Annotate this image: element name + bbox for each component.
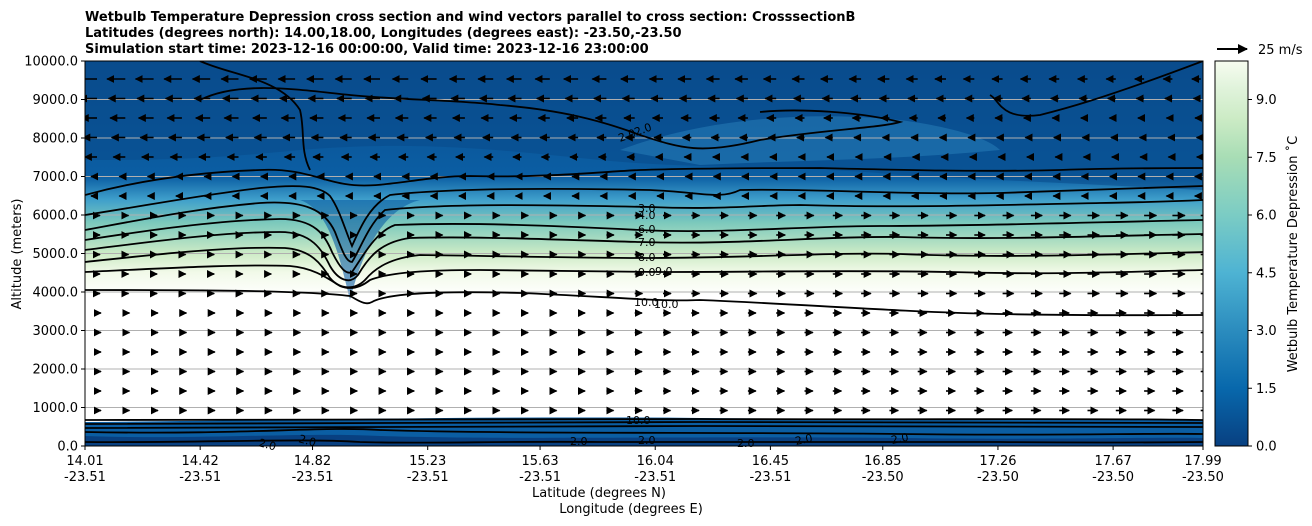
colorbar-tick-label: 9.0 — [1256, 93, 1277, 108]
y-tick-label: 2000.0 — [33, 363, 79, 378]
x-tick-label-lon: -23.51 — [519, 470, 561, 485]
y-axis: 0.0 1000.0 2000.0 3000.0 4000.0 5000.0 6000.0 7… — [24, 55, 85, 455]
contour-10 — [85, 289, 1203, 317]
colorbar: 0.0 1.5 3.0 4.5 6.0 7.5 9.0 Wetbulb Temperatur… — [1214, 60, 1301, 455]
x-tick-label-lon: -23.51 — [292, 470, 334, 485]
wind-vectors — [85, 75, 1203, 415]
contour-label: 6.0 — [638, 223, 656, 236]
quiver-key-label: 25 m/s — [1258, 43, 1303, 58]
contour-label: 2.0 — [257, 436, 277, 453]
contour-label: 2.0 — [737, 437, 755, 450]
y-tick-label: 3000.0 — [33, 324, 79, 339]
x-tick-label-lat: 17.26 — [979, 454, 1016, 469]
contour-surface-3 — [85, 424, 1203, 429]
x-tick-label-lat: 17.99 — [1184, 454, 1221, 469]
contour-label: 2.0 — [890, 431, 910, 447]
y-axis-label: Altitude (meters) — [10, 199, 25, 310]
x-tick-label-lat: 17.67 — [1095, 454, 1132, 469]
x-tick-label-lat: 16.85 — [864, 454, 901, 469]
dip-fill — [300, 200, 420, 300]
contour-surface-5 — [85, 439, 1203, 444]
chart-title-line-2: Latitudes (degrees north): 14.00,18.00, … — [85, 26, 682, 41]
x-tick-label-lon: -23.51 — [179, 470, 221, 485]
x-tick-label-lat: 14.82 — [294, 454, 331, 469]
x-tick-label-lat: 15.63 — [521, 454, 558, 469]
plot-area — [85, 61, 1203, 446]
y-tick-label: 5000.0 — [33, 247, 79, 262]
x-tick-label-lon: -23.50 — [1092, 470, 1134, 485]
x-tick-label-lon: -23.51 — [407, 470, 449, 485]
colorbar-tick-label: 0.0 — [1256, 440, 1277, 455]
contour-label: 8.0 — [638, 251, 656, 264]
dry-layer-fill — [85, 61, 1203, 190]
y-tick-label: 9000.0 — [33, 93, 79, 108]
contour-label: 2.0 — [633, 121, 654, 139]
colorbar-tick-label: 4.5 — [1256, 266, 1277, 281]
x-tick-label-lon: -23.50 — [977, 470, 1019, 485]
quiver-key: 25 m/s — [1217, 43, 1303, 58]
colorbar-ticks: 0.0 1.5 3.0 4.5 6.0 7.5 9.0 — [1248, 93, 1277, 455]
surface-fill-dark — [85, 434, 1203, 446]
contour-surface-2 — [85, 420, 1203, 425]
contour-label: 2.0 — [638, 434, 656, 447]
contour-4 — [85, 199, 1203, 263]
y-tick-label: 10000.0 — [24, 55, 78, 70]
x-tick-label-lon: -23.50 — [862, 470, 904, 485]
contour-2-mid — [85, 167, 1203, 196]
x-tick-label-lon: -23.51 — [64, 470, 106, 485]
contour-8 — [85, 246, 1203, 289]
mid-patch-fill — [620, 116, 1000, 165]
chart-title-line-3: Simulation start time: 2023-12-16 00:00:… — [85, 42, 649, 57]
x-tick-label-lat: 14.42 — [182, 454, 219, 469]
colorbar-gradient — [1214, 60, 1249, 447]
x-tick-label-lat: 16.45 — [752, 454, 789, 469]
colorbar-tick-label: 7.5 — [1256, 151, 1277, 166]
x-tick-label-lon: -23.51 — [749, 470, 791, 485]
contour-label: 9.0 — [655, 265, 673, 278]
x-tick-label-lat: 14.01 — [66, 454, 103, 469]
y-tick-label: 7000.0 — [33, 170, 79, 185]
y-tick-label: 0.0 — [57, 440, 78, 455]
x-tick-label-lat: 15.23 — [409, 454, 446, 469]
colorbar-label: Wetbulb Temperature Depression ˚C — [1285, 136, 1301, 373]
colorbar-tick-label: 3.0 — [1256, 324, 1277, 339]
x-tick-label-lon: -23.50 — [1182, 470, 1224, 485]
contour-label: 10.0 — [634, 296, 659, 309]
contour-surface-1 — [85, 417, 1203, 421]
contour-label: 10.0 — [626, 414, 651, 427]
y-tick-label: 6000.0 — [33, 209, 79, 224]
y-tick-label: 1000.0 — [33, 401, 79, 416]
contour-surface-4 — [85, 428, 1203, 436]
contour-label: 3.0 — [638, 202, 656, 215]
contour-labels: 2.0 2.0 3.0 4.0 6.0 7.0 8.0 9.0 9.0 10.0… — [257, 121, 910, 454]
x-tick-label-lat: 16.04 — [637, 454, 674, 469]
chart-title-line-1: Wetbulb Temperature Depression cross sec… — [85, 10, 855, 25]
y-tick-label: 8000.0 — [33, 132, 79, 147]
contour-3 — [85, 185, 1203, 249]
contour-2-topright — [989, 61, 1203, 117]
contour-label: 4.0 — [638, 209, 656, 222]
contour-2-upper — [199, 87, 904, 150]
colorbar-tick-label: 1.5 — [1256, 382, 1277, 397]
x-tick-label-lon: -23.51 — [634, 470, 676, 485]
contour-label: 10.0 — [654, 298, 679, 311]
contour-label: 2.0 — [617, 127, 638, 145]
colorbar-tick-label: 6.0 — [1256, 209, 1277, 224]
contour-label: 2.0 — [570, 435, 588, 448]
x-axis-label-latitude: Latitude (degrees N) — [532, 486, 666, 501]
contour-label: 2.0 — [794, 432, 814, 448]
contour-label: 7.0 — [638, 236, 656, 249]
x-axis: 14.01-23.5114.42-23.5114.82-23.5115.23-2… — [64, 446, 1224, 485]
contour-label: 2.0 — [297, 432, 317, 449]
x-axis-label-longitude: Longitude (degrees E) — [559, 502, 703, 517]
y-tick-label: 4000.0 — [33, 286, 79, 301]
contour-label: 9.0 — [638, 266, 656, 279]
contour-2-left — [199, 61, 311, 171]
contour-6 — [85, 218, 1203, 274]
